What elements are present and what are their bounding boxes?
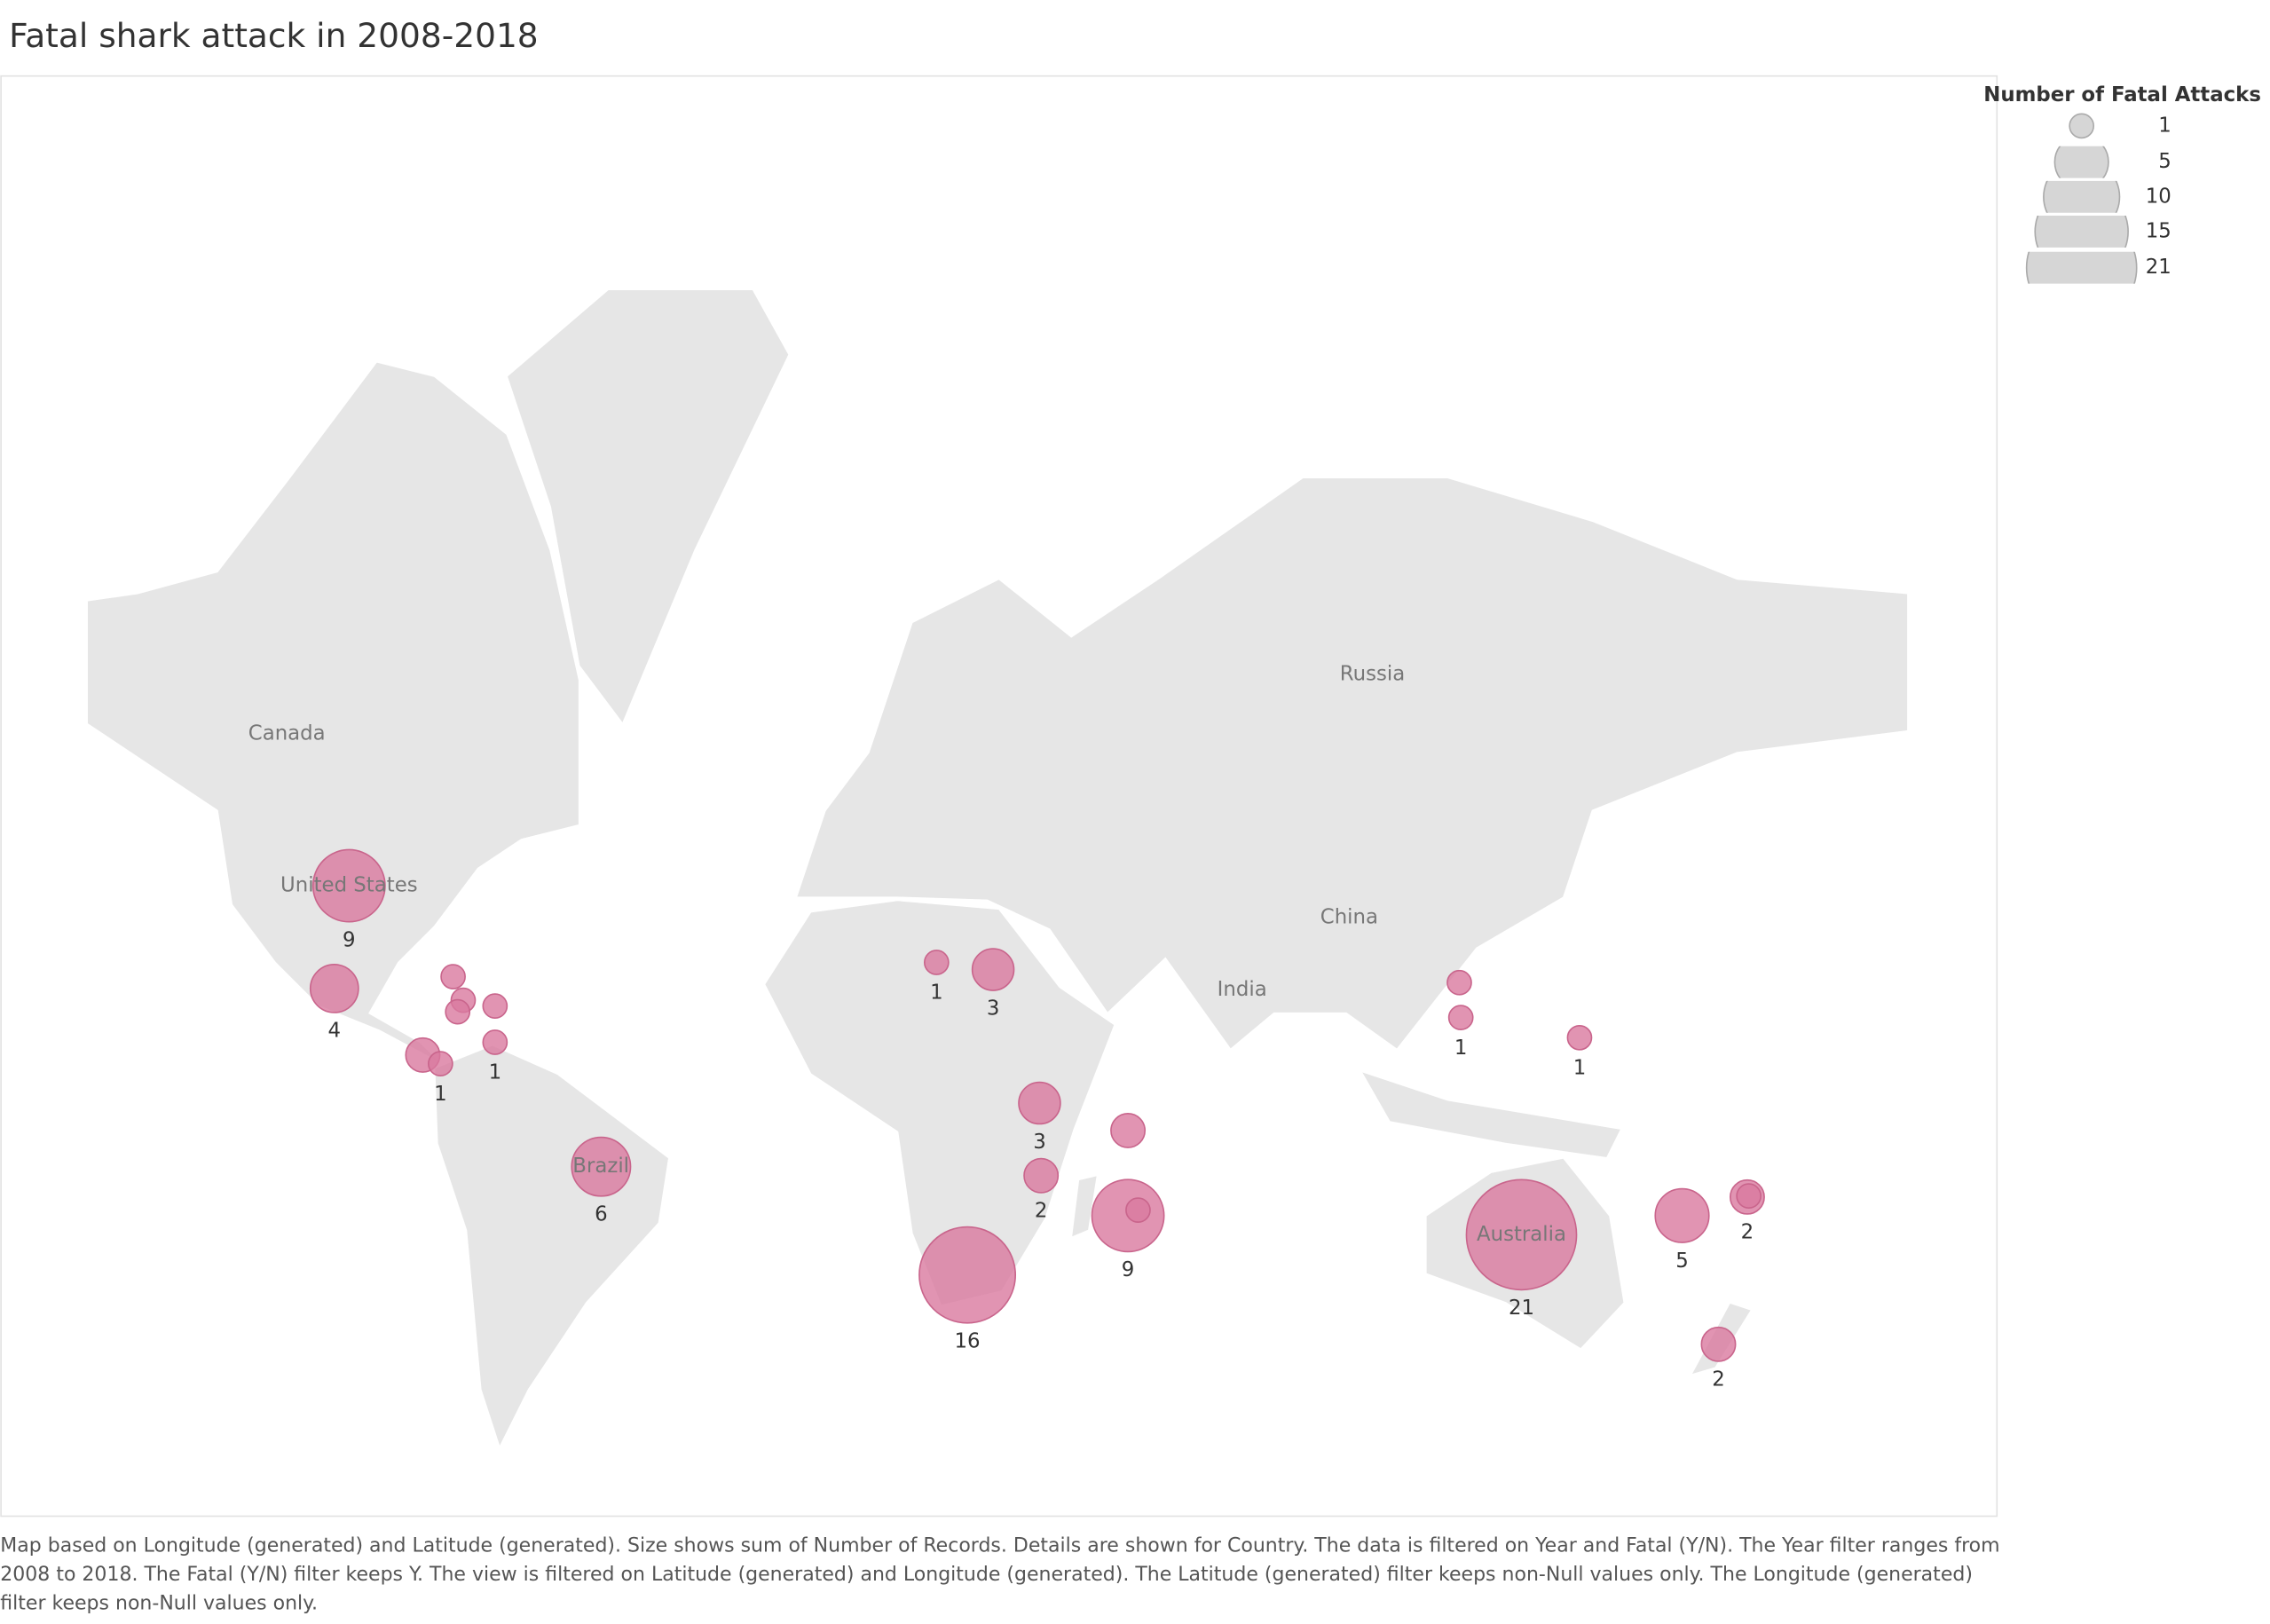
legend-title: Number of Fatal Attacks	[1983, 83, 2261, 106]
value-label: 1	[1573, 1057, 1587, 1080]
legend-size	[2069, 113, 2095, 139]
value-label: 6	[595, 1203, 608, 1226]
value-label: 1	[930, 981, 943, 1005]
legend-label: 15	[2146, 219, 2171, 242]
value-label: 2	[1712, 1368, 1725, 1391]
legend-label: 1	[2158, 114, 2171, 137]
bubble	[571, 1136, 632, 1197]
bubble	[1023, 1157, 1060, 1194]
value-label: 21	[1509, 1297, 1534, 1320]
bubble	[311, 848, 386, 923]
madagascar	[1070, 1174, 1099, 1239]
greenland	[506, 288, 791, 726]
bubble	[1446, 969, 1472, 996]
country-label: Brazil	[572, 1155, 629, 1178]
country-label: Australia	[1477, 1223, 1566, 1246]
country-label: United States	[280, 874, 418, 897]
legend-label: 21	[2146, 256, 2171, 279]
bubble	[1465, 1179, 1578, 1291]
north-america	[86, 360, 580, 1065]
bubble	[923, 950, 950, 975]
value-label: 2	[1741, 1221, 1754, 1244]
bubble	[1125, 1197, 1151, 1223]
caption-box: Map based on Longitude (generated) and L…	[0, 1533, 2000, 1616]
legend-label: 5	[2158, 150, 2171, 173]
bubble	[1447, 1005, 1474, 1030]
bubble	[1566, 1024, 1593, 1051]
africa	[763, 899, 1116, 1307]
value-label: 16	[955, 1330, 981, 1353]
legend-label: 10	[2146, 185, 2171, 208]
bubble	[482, 993, 508, 1020]
value-label: 3	[1033, 1131, 1046, 1154]
bubble	[1700, 1326, 1737, 1362]
bubble	[918, 1226, 1017, 1324]
bubble	[1654, 1187, 1710, 1243]
land	[86, 288, 1909, 1450]
country-label: China	[1320, 906, 1378, 929]
legend-size	[2043, 180, 2121, 213]
bubble	[1018, 1081, 1061, 1125]
legend-size	[2053, 146, 2109, 178]
value-label: 2	[1035, 1200, 1048, 1223]
country-label: Russia	[1340, 663, 1405, 686]
country-label: India	[1218, 978, 1267, 1001]
bubble	[428, 1051, 453, 1076]
indonesia	[1359, 1069, 1623, 1159]
bubble	[309, 964, 359, 1013]
bubble	[445, 998, 471, 1025]
bubble	[1110, 1112, 1147, 1148]
value-label: 1	[489, 1061, 502, 1084]
legend-size	[2025, 251, 2138, 284]
value-label: 3	[987, 997, 1000, 1021]
value-label: 4	[328, 1020, 342, 1043]
eurasia	[795, 477, 1909, 1051]
value-label: 9	[343, 928, 356, 951]
legend-size	[2034, 216, 2129, 248]
bubble	[1736, 1183, 1762, 1209]
country-label: Canada	[248, 721, 326, 745]
value-label: 1	[434, 1083, 447, 1106]
value-label: 5	[1675, 1250, 1689, 1273]
title: Fatal shark attack in 2008-2018	[9, 16, 539, 55]
bubble	[440, 964, 466, 989]
value-label: 1	[1454, 1037, 1468, 1060]
bubble	[971, 948, 1015, 991]
caption: Map based on Longitude (generated) and L…	[0, 1533, 2000, 1616]
value-label: 9	[1122, 1258, 1135, 1281]
bubble	[482, 1029, 508, 1055]
